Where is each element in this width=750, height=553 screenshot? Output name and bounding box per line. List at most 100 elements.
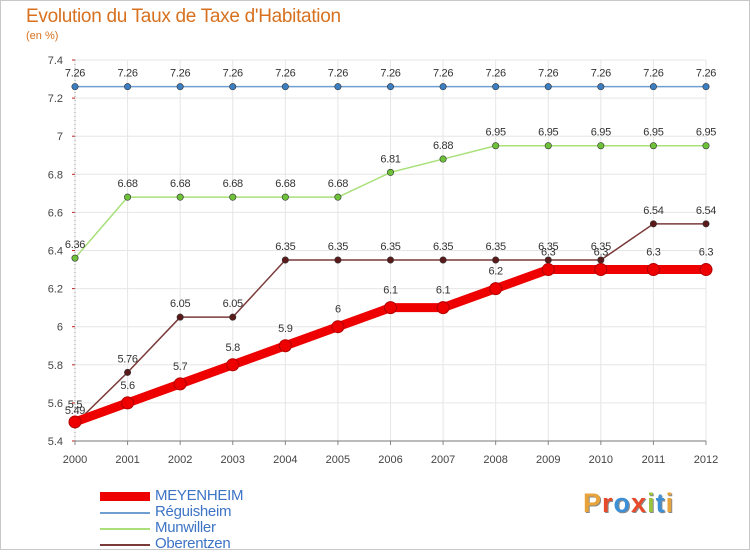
point-munwiller [544,142,552,150]
point-oberentzen [334,256,342,264]
point-oberentzen [702,220,710,228]
data-label-r-guisheim: 7.26 [380,68,400,80]
point-r-guisheim [492,83,500,91]
logo-letter: i [665,488,675,518]
data-label-meyenheim: 6.3 [594,247,609,259]
data-label-oberentzen: 6.35 [328,241,348,253]
point-munwiller [492,142,500,150]
data-label-oberentzen: 6.35 [591,241,611,253]
point-r-guisheim [124,83,132,91]
y-tick-label: 7 [57,131,63,143]
data-label-oberentzen: 6.35 [486,241,506,253]
data-label-munwiller: 6.68 [275,178,295,190]
data-label-meyenheim: 6.2 [488,266,503,278]
data-label-meyenheim: 6.1 [383,285,398,297]
point-oberentzen [492,256,500,264]
point-meyenheim [594,263,608,277]
y-tick-label: 6.6 [48,207,63,219]
data-label-meyenheim: 6.3 [541,247,556,259]
point-munwiller [176,193,184,201]
point-meyenheim [699,263,713,277]
x-tick-label: 2012 [694,454,718,466]
data-label-meyenheim: 6.3 [646,247,661,259]
x-tick-label: 2007 [431,454,455,466]
data-label-r-guisheim: 7.26 [65,68,85,80]
data-label-r-guisheim: 7.26 [643,68,663,80]
data-label-munwiller: 6.68 [117,178,137,190]
point-oberentzen [281,256,289,264]
data-label-munwiller: 6.68 [223,178,243,190]
point-meyenheim [68,415,82,429]
logo-letter: r [602,488,614,518]
point-r-guisheim [649,83,657,91]
point-meyenheim [226,358,240,372]
data-label-r-guisheim: 7.26 [117,68,137,80]
point-meyenheim [646,263,660,277]
chart-title: Evolution du Taux de Taxe d'Habitation [26,6,341,27]
x-tick-label: 2000 [63,454,87,466]
point-r-guisheim [597,83,605,91]
point-munwiller [281,193,289,201]
x-tick-label: 2002 [168,454,192,466]
data-label-munwiller: 6.95 [538,127,558,139]
legend-label: Oberentzen [155,535,231,552]
data-label-meyenheim: 6.1 [436,285,451,297]
data-label-r-guisheim: 7.26 [433,68,453,80]
data-label-r-guisheim: 7.26 [591,68,611,80]
data-label-oberentzen: 6.54 [643,205,663,217]
point-oberentzen [439,256,447,264]
point-meyenheim [541,263,555,277]
logo-letter: t [655,488,666,518]
point-meyenheim [331,320,345,334]
data-label-oberentzen: 6.54 [696,205,716,217]
point-r-guisheim [71,83,79,91]
y-tick-label: 6.8 [48,169,63,181]
point-munwiller [439,155,447,163]
point-munwiller [649,142,657,150]
data-label-oberentzen: 6.35 [433,241,453,253]
x-tick-label: 2008 [483,454,507,466]
y-tick-label: 6 [57,322,63,334]
point-meyenheim [489,282,503,296]
legend-swatch [100,544,150,546]
data-label-munwiller: 6.81 [380,153,400,165]
y-tick-label: 7.4 [48,55,63,67]
data-label-meyenheim: 5.8 [226,342,241,354]
x-tick-label: 2011 [642,454,666,466]
point-munwiller [124,193,132,201]
data-label-r-guisheim: 7.26 [696,68,716,80]
x-tick-label: 2001 [115,454,139,466]
data-label-munwiller: 6.36 [65,239,85,251]
point-oberentzen [124,368,132,376]
point-r-guisheim [439,83,447,91]
point-meyenheim [121,396,135,410]
point-r-guisheim [176,83,184,91]
point-oberentzen [229,313,237,321]
point-munwiller [386,168,394,176]
x-tick-label: 2005 [326,454,350,466]
point-r-guisheim [334,83,342,91]
y-tick-label: 6.2 [48,284,63,296]
data-label-r-guisheim: 7.26 [328,68,348,80]
point-meyenheim [173,377,187,391]
data-label-munwiller: 6.95 [591,127,611,139]
data-label-meyenheim: 5.6 [120,380,135,392]
data-label-oberentzen: 6.35 [275,241,295,253]
x-tick-label: 2003 [221,454,245,466]
point-r-guisheim [229,83,237,91]
point-meyenheim [384,301,397,315]
data-label-r-guisheim: 7.26 [170,68,190,80]
data-label-meyenheim: 5.9 [278,323,293,335]
legend-swatch [100,492,150,501]
data-label-meyenheim: 6.3 [699,247,714,259]
y-tick-label: 6.4 [48,246,63,258]
data-label-oberentzen: 5.76 [117,353,137,365]
point-oberentzen [176,313,184,321]
series-layer [68,83,713,429]
data-label-r-guisheim: 7.26 [486,68,506,80]
data-label-oberentzen: 6.05 [223,298,243,310]
point-r-guisheim [281,83,289,91]
data-label-meyenheim: 5.7 [173,361,188,373]
x-tick-label: 2009 [536,454,560,466]
